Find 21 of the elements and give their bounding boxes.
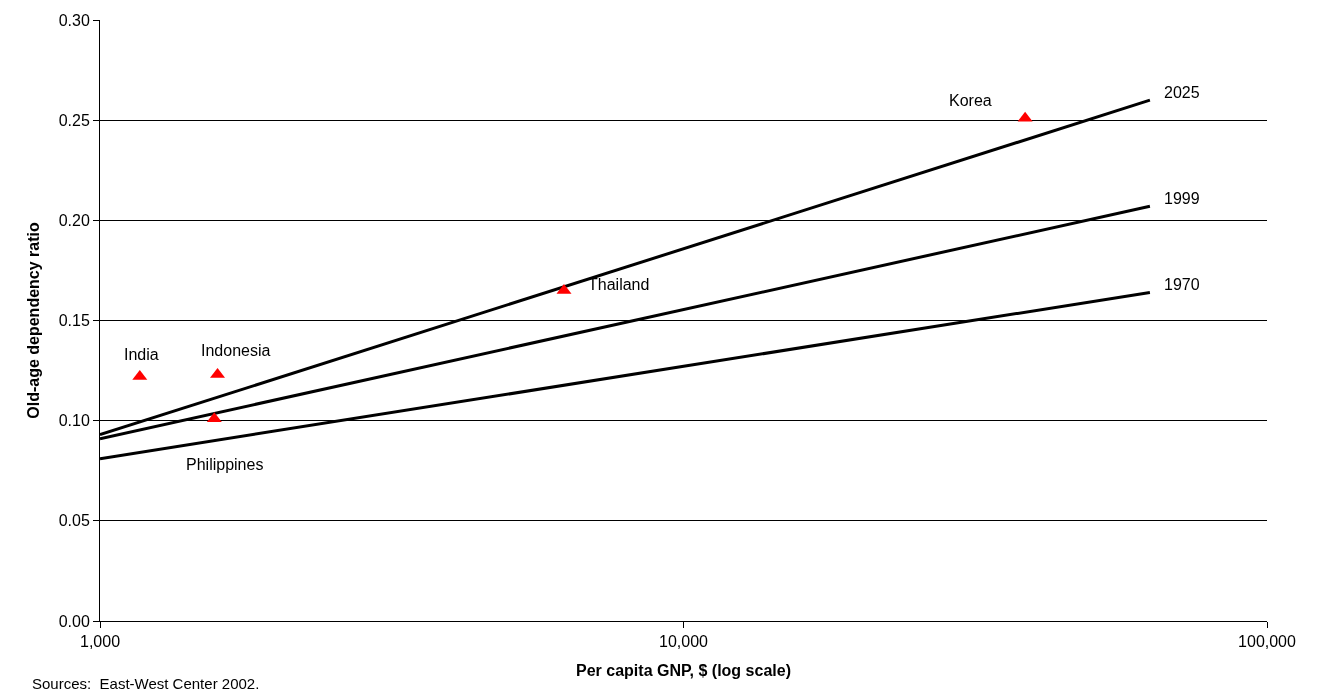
- series-label: 1970: [1164, 276, 1200, 293]
- y-tick-label: 0.00: [58, 612, 90, 630]
- annotation: Thailand: [588, 276, 650, 293]
- x-axis-title: Per capita GNP, $ (log scale): [576, 661, 791, 679]
- y-tick-label: 0.10: [58, 412, 90, 430]
- annotation: Korea: [949, 92, 992, 109]
- source-note: Sources: East-West Center 2002.: [32, 675, 260, 692]
- y-tick-label: 0.30: [58, 11, 90, 29]
- y-tick-label: 0.05: [58, 512, 90, 530]
- annotation: Philippines: [186, 456, 264, 473]
- x-tick-label: 1,000: [79, 633, 121, 651]
- y-tick-label: 0.20: [58, 211, 90, 229]
- series-label: 2025: [1164, 84, 1200, 101]
- x-tick-label: 10,000: [659, 633, 709, 651]
- x-tick-label: 100,000: [1238, 633, 1297, 651]
- y-tick-label: 0.15: [58, 312, 90, 330]
- y-axis-title: Old-age dependency ratio: [24, 222, 42, 419]
- annotation: Indonesia: [201, 342, 271, 359]
- y-tick-label: 0.25: [58, 111, 90, 129]
- series-label: 1999: [1164, 190, 1200, 207]
- annotation: India: [124, 346, 159, 363]
